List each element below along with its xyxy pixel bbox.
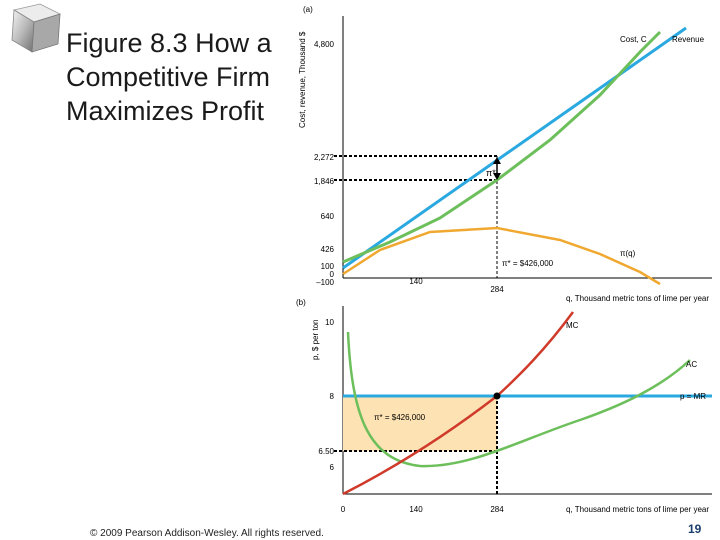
label-mc: MC	[566, 321, 579, 330]
tick-label-a-640: 640	[321, 212, 335, 221]
tick-label-a-2272: 2,272	[314, 153, 335, 162]
page-number: 19	[688, 522, 702, 536]
tick-label-a-140: 140	[409, 277, 423, 286]
tick-label-a-426: 426	[321, 245, 335, 254]
tick-label-b-284: 284	[490, 505, 504, 514]
series-profit	[342, 226, 661, 286]
tick-label-b-8: 8	[330, 392, 335, 401]
tick-label-b-140: 140	[409, 505, 423, 514]
label-revenue: Revenue	[672, 35, 705, 44]
series-revenue	[342, 26, 687, 270]
copyright-notice: © 2009 Pearson Addison-Wesley. All right…	[90, 528, 324, 539]
label-profit: π(q)	[620, 249, 636, 258]
panel-a-xlabel: q, Thousand metric tons of lime per year	[566, 294, 709, 303]
profit-area	[343, 396, 497, 451]
pi-star-arrowhead-down	[493, 173, 501, 180]
panel-a-label: (a)	[303, 5, 313, 14]
panel-a: (a) Cost, revenue, Thousand $ 4,800 2,27…	[298, 5, 712, 303]
label-mr: p = MR	[680, 392, 706, 401]
label-pi-value-b: π* = $426,000	[374, 413, 426, 422]
panel-b: (b) p, $ per ton 10 8 6.50 6 0 140 284 M…	[296, 298, 712, 514]
label-pi-value-a: π* = $426,000	[502, 259, 554, 268]
tick-label-a-0: 0	[330, 270, 335, 279]
tick-label-a-4800: 4,800	[314, 40, 335, 49]
slide-title: Figure 8.3 How a Competitive Firm Maximi…	[66, 28, 272, 126]
pi-star-label: π*	[486, 168, 496, 178]
tick-label-b-0: 0	[341, 505, 346, 514]
panel-a-ylabel: Cost, revenue, Thousand $	[298, 31, 307, 128]
tick-label-b-6: 6	[330, 463, 335, 472]
pi-star-arrowhead-up	[493, 157, 501, 164]
series-mc	[342, 311, 575, 496]
tick-label-a-neg100: –100	[316, 278, 334, 287]
tick-label-a-284: 284	[490, 285, 504, 294]
panel-b-label: (b)	[296, 298, 306, 307]
panel-b-ylabel: p, $ per ton	[311, 320, 320, 360]
series-cost	[342, 30, 662, 264]
label-cost: Cost, C	[620, 35, 647, 44]
optimum-point	[493, 392, 501, 400]
panel-b-xlabel: q, Thousand metric tons of lime per year	[566, 505, 709, 514]
series-ac	[346, 331, 691, 468]
tick-label-b-10: 10	[325, 318, 334, 327]
label-ac: AC	[686, 360, 697, 369]
tick-label-a-1846: 1,846	[314, 177, 335, 186]
tick-label-a-100: 100	[321, 262, 335, 271]
glass-cube-logo	[11, 3, 62, 53]
tick-label-b-650: 6.50	[318, 447, 334, 456]
